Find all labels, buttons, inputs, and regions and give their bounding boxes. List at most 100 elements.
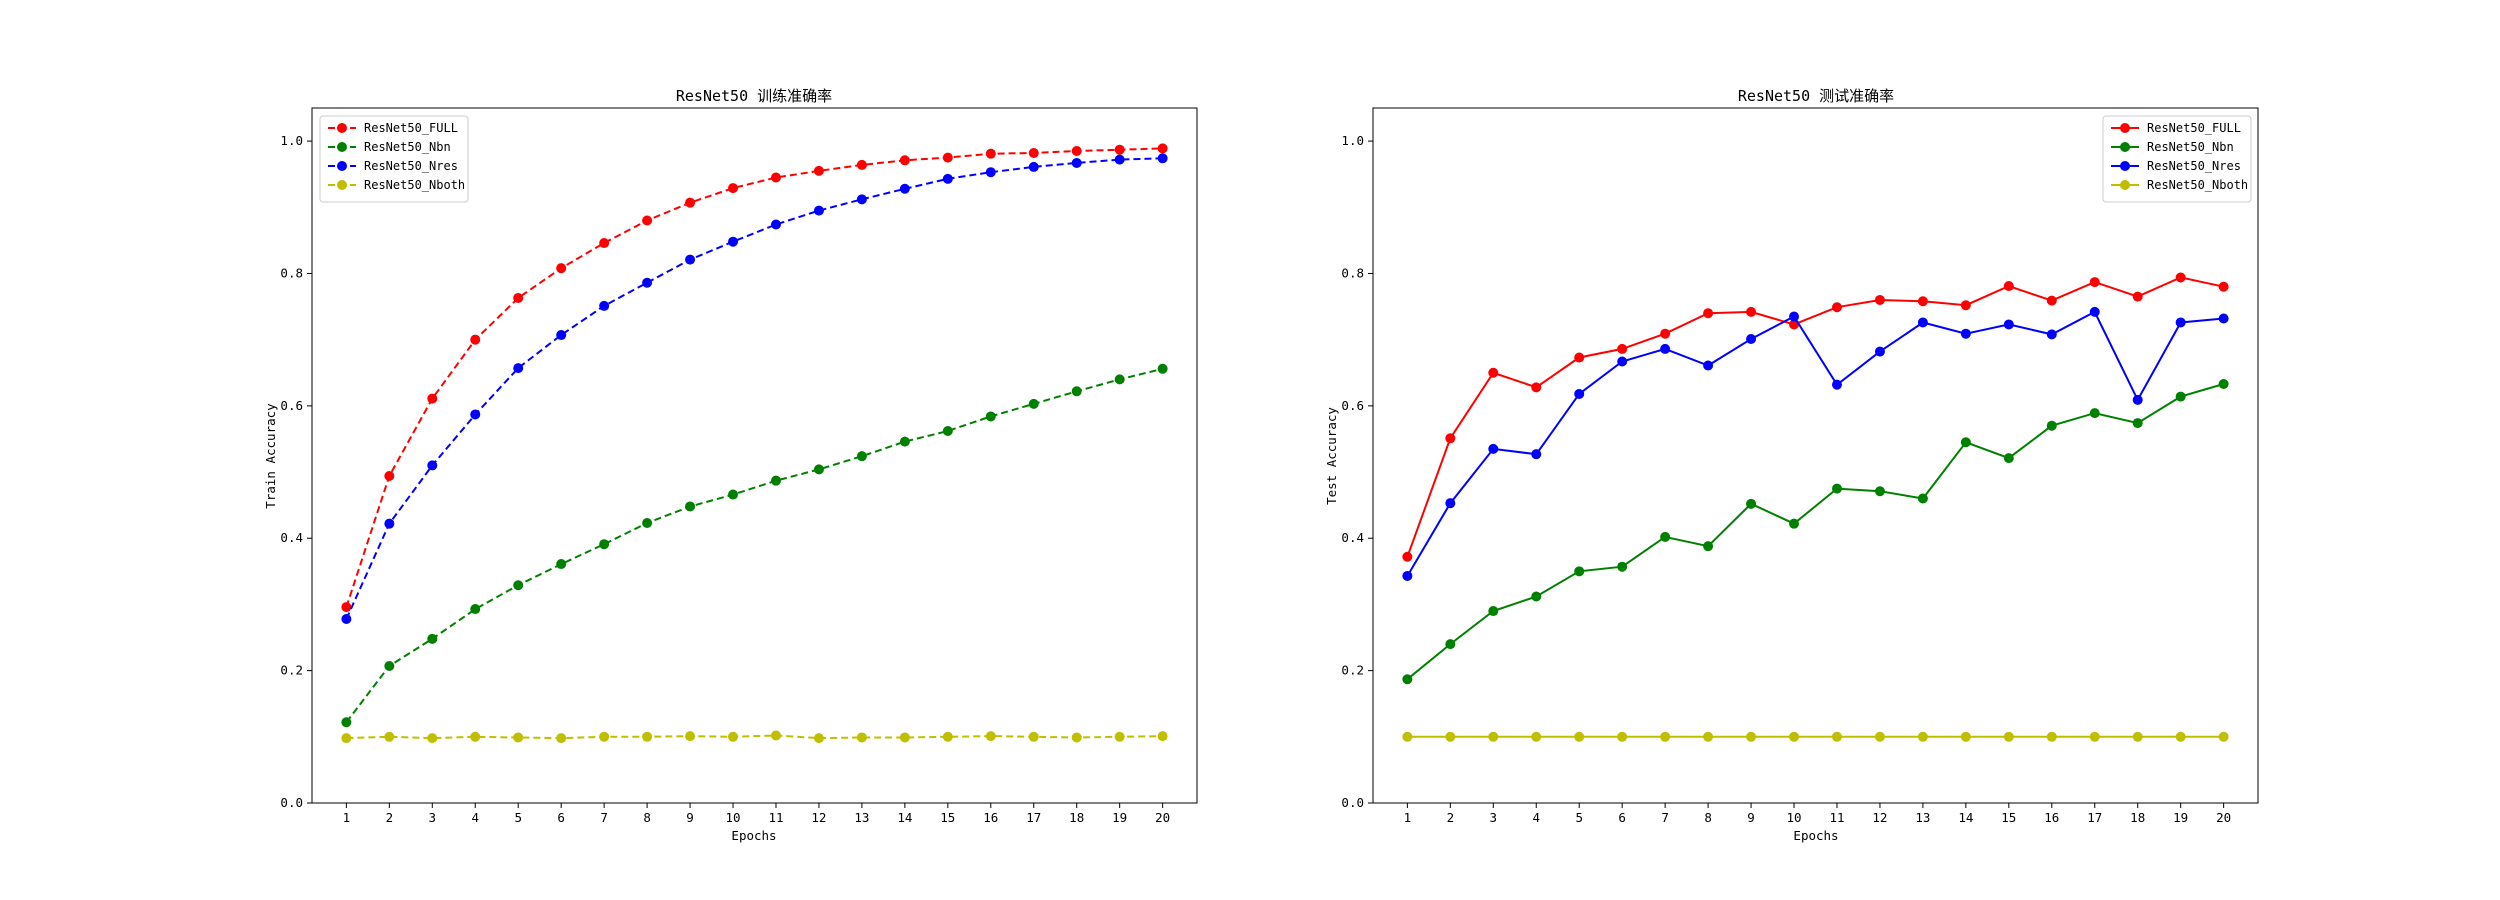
legend-marker <box>2120 123 2130 133</box>
data-point <box>856 194 867 205</box>
data-point <box>1960 328 1971 339</box>
x-tick-label: 11 <box>1829 810 1844 825</box>
data-point <box>770 172 781 183</box>
data-point <box>556 733 567 744</box>
x-tick-label: 6 <box>557 810 565 825</box>
data-point <box>2132 418 2143 429</box>
data-point <box>942 426 953 437</box>
legend-box <box>2102 115 2252 203</box>
data-point <box>1402 570 1413 581</box>
data-point <box>1874 486 1885 497</box>
legend-label: ResNet50_Nres <box>2147 159 2241 173</box>
data-point <box>1703 731 1714 742</box>
data-point <box>1917 317 1928 328</box>
data-point <box>942 731 953 742</box>
data-point <box>513 580 524 591</box>
data-point <box>470 731 481 742</box>
data-point <box>1917 493 1928 504</box>
series-line <box>345 147 1163 608</box>
data-point <box>556 559 567 570</box>
data-point <box>642 731 653 742</box>
data-point <box>2218 379 2229 390</box>
data-point <box>427 393 438 404</box>
data-point <box>2218 313 2229 324</box>
data-point <box>1789 731 1800 742</box>
series-line <box>346 734 1163 740</box>
data-point <box>1746 498 1757 509</box>
x-tick-label: 15 <box>2001 810 2016 825</box>
x-tick-label: 13 <box>1915 810 1930 825</box>
x-tick-label: 3 <box>1490 810 1498 825</box>
x-axis-label: Epochs <box>1793 828 1838 843</box>
data-point <box>1028 148 1039 159</box>
data-point <box>1028 398 1039 409</box>
legend-marker <box>2120 142 2130 152</box>
data-point <box>2132 291 2143 302</box>
data-point <box>1531 449 1542 460</box>
data-point <box>2175 391 2186 402</box>
data-point <box>1028 161 1039 172</box>
data-point <box>1746 334 1757 345</box>
series-layer <box>1402 272 2229 742</box>
data-point <box>1445 639 1456 650</box>
x-tick-label: 11 <box>768 810 783 825</box>
data-point <box>642 518 653 529</box>
series-line <box>345 367 1163 723</box>
data-point <box>2003 731 2014 742</box>
legend-label: ResNet50_FULL <box>2147 121 2241 135</box>
data-point <box>1114 374 1125 385</box>
x-tick-label: 8 <box>1704 810 1712 825</box>
data-point <box>2218 281 2229 292</box>
x-tick-label: 1 <box>343 810 351 825</box>
y-tick-label: 0.8 <box>280 265 303 280</box>
train-accuracy-subplot: ResNet50 训练准确率 1 2 3 4 5 6 7 8 9 10 11 12 13 14 15 16 17… <box>263 87 1198 843</box>
data-point <box>1071 157 1082 168</box>
x-tick-label: 1 <box>1404 810 1412 825</box>
legend-marker <box>2120 161 2130 171</box>
data-point <box>1960 437 1971 448</box>
data-point <box>1445 433 1456 444</box>
x-tick-label: 10 <box>725 810 740 825</box>
data-point <box>1157 143 1168 154</box>
data-point <box>1617 731 1628 742</box>
data-point <box>1960 300 1971 311</box>
data-point <box>1703 308 1714 319</box>
data-point <box>341 733 352 744</box>
data-point <box>1071 386 1082 397</box>
data-point <box>2003 281 2014 292</box>
data-point <box>1531 731 1542 742</box>
data-point <box>384 518 395 529</box>
chart-title: ResNet50 测试准确率 <box>1738 87 1894 105</box>
data-point <box>1703 360 1714 371</box>
data-point <box>427 460 438 471</box>
x-tick-label: 13 <box>854 810 869 825</box>
x-axis-label: Epochs <box>731 828 776 843</box>
data-point <box>513 292 524 303</box>
data-point <box>384 471 395 482</box>
x-tick-label: 16 <box>2044 810 2059 825</box>
test-accuracy-subplot: ResNet50 测试准确率 1 2 3 4 5 6 7 8 9 10 11 12 13 14 15 16 17… <box>1324 87 2259 843</box>
data-point <box>1617 356 1628 367</box>
data-point <box>1445 731 1456 742</box>
x-tick-label: 4 <box>471 810 479 825</box>
data-point <box>685 197 696 208</box>
x-tick-label: 16 <box>983 810 998 825</box>
data-point <box>813 205 824 216</box>
data-point <box>1660 343 1671 354</box>
y-axis-label: Train Accuracy <box>263 403 278 509</box>
data-point <box>1488 731 1499 742</box>
data-point <box>427 633 438 644</box>
data-point <box>1402 731 1413 742</box>
legend-label: ResNet50_Nbn <box>2147 140 2234 154</box>
x-tick-label: 19 <box>1112 810 1127 825</box>
legend: ResNet50_FULL ResNet50_Nbn ResNet50_Nres Re… <box>2102 115 2252 203</box>
x-tick-label: 7 <box>1661 810 1669 825</box>
data-point <box>899 155 910 166</box>
data-point <box>2046 731 2057 742</box>
data-point <box>1574 566 1585 577</box>
data-point <box>1488 443 1499 454</box>
data-point <box>1402 674 1413 685</box>
y-axis-label: Test Accuracy <box>1324 407 1339 505</box>
y-tick-label: 0.2 <box>280 663 303 678</box>
data-point <box>685 501 696 512</box>
